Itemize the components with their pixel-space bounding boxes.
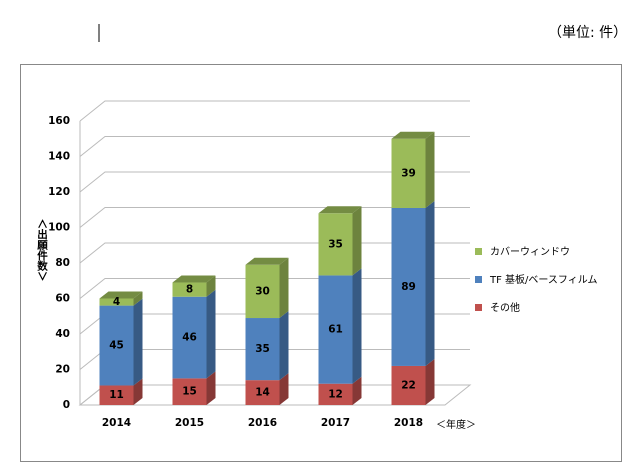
legend-label: カバーウィンドウ xyxy=(490,246,570,258)
y-tick-label: 100 xyxy=(48,222,70,234)
y-tick-label: 140 xyxy=(48,151,70,163)
bar-segment xyxy=(99,305,134,386)
bar-side xyxy=(133,298,143,386)
data-label: 11 xyxy=(109,389,124,401)
data-label: 35 xyxy=(255,343,270,355)
bar-side xyxy=(425,200,435,366)
grid-line xyxy=(79,171,470,193)
data-label: 45 xyxy=(109,340,124,352)
grid-line xyxy=(79,136,470,157)
grid-line xyxy=(79,100,470,122)
bar-top xyxy=(391,131,435,139)
bar-top xyxy=(245,257,289,265)
legend-label: TF 基板/ベースフィルム xyxy=(489,273,598,286)
data-label: 14 xyxy=(255,387,270,399)
data-label: 30 xyxy=(255,285,270,297)
bar-side xyxy=(206,275,216,297)
x-tick-label: 2015 xyxy=(175,417,204,429)
bar-side xyxy=(352,376,362,405)
x-tick-label: 2018 xyxy=(394,417,423,429)
data-label: 22 xyxy=(401,379,416,391)
x-tick-label: 2016 xyxy=(248,417,277,429)
bar-top xyxy=(99,291,143,299)
legend-swatch xyxy=(475,276,482,283)
data-label: 46 xyxy=(182,332,197,344)
bar-segment xyxy=(99,385,134,405)
bar-segment xyxy=(391,365,426,405)
bar-segment xyxy=(391,207,426,366)
bar-segment xyxy=(172,296,207,379)
data-label: 12 xyxy=(328,388,343,400)
bar-side xyxy=(425,358,435,405)
bar-segment xyxy=(318,213,353,276)
bar-top xyxy=(172,275,216,283)
data-label: 35 xyxy=(328,238,343,250)
bar-side xyxy=(206,371,216,405)
y-tick-label: 80 xyxy=(55,257,70,269)
bar-top xyxy=(318,206,362,214)
bar-side xyxy=(206,289,216,379)
bar-side xyxy=(425,131,435,208)
data-label: 89 xyxy=(401,281,416,293)
x-axis-title: ＜年度＞ xyxy=(436,418,476,431)
y-tick-label: 0 xyxy=(63,399,70,411)
y-tick-label: 60 xyxy=(55,293,70,305)
data-label: 8 xyxy=(186,284,193,296)
bar-segment xyxy=(99,298,134,306)
unit-note: （単位: 件） xyxy=(548,25,627,41)
y-tick-label: 40 xyxy=(55,328,70,340)
y-tick-label: 160 xyxy=(48,115,70,127)
bar-segment xyxy=(318,383,353,405)
bar-segment xyxy=(245,380,280,405)
data-label: 4 xyxy=(113,296,120,308)
y-tick-label: 20 xyxy=(55,364,70,376)
data-label: 61 xyxy=(328,324,343,336)
chart: 0 20 40 60 80 100 120 140 160 2014 11 45 4 2015 15 46 8 2… xyxy=(48,100,598,429)
bar-side xyxy=(133,291,143,306)
bar-side xyxy=(352,206,362,276)
bar-segment xyxy=(391,138,426,208)
bar-segment xyxy=(318,275,353,384)
bar-side xyxy=(279,257,289,319)
bar-side xyxy=(352,268,362,384)
bar-side xyxy=(133,378,143,405)
bar-segment xyxy=(245,318,280,381)
x-tick-label: 2014 xyxy=(102,417,131,429)
bar-side xyxy=(279,311,289,381)
bar-segment xyxy=(245,264,280,319)
legend-swatch xyxy=(475,304,482,311)
bar-side xyxy=(279,373,289,405)
y-tick-label: 120 xyxy=(48,186,70,198)
legend-swatch xyxy=(475,248,482,255)
data-label: 15 xyxy=(182,386,197,398)
bar-segment xyxy=(172,378,207,405)
x-tick-label: 2017 xyxy=(321,417,350,429)
y-axis-title: ＜出願件数＞ xyxy=(36,219,48,282)
data-label: 39 xyxy=(401,167,416,179)
bar-segment xyxy=(172,282,207,297)
legend-label: その他 xyxy=(490,301,520,314)
